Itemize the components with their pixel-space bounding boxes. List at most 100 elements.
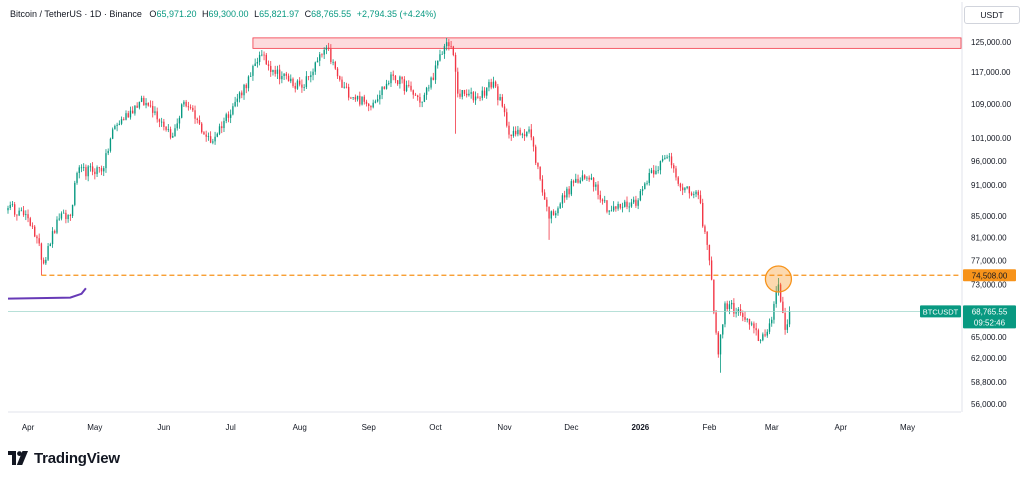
x-tick-label: Apr [835,423,848,432]
candle [521,132,524,139]
candle [91,162,94,176]
candle [285,71,288,80]
candle-body [225,114,227,121]
candle-body [548,206,550,219]
x-tick-label: Dec [564,423,578,432]
candle-body [690,193,693,196]
x-tick-label: Jul [226,423,236,432]
candle-body [519,129,521,135]
candle-body [679,183,682,188]
candle-body [192,107,194,111]
candle [650,167,653,174]
candle [601,198,604,205]
candle-body [621,206,624,208]
candle-body [314,62,316,72]
candle [283,73,285,80]
candle-body [194,110,196,119]
candle-body [421,101,423,103]
tradingview-logo[interactable]: TradingView [8,448,120,468]
candle-body [156,111,158,120]
candle [347,83,350,101]
candle-body [733,302,735,314]
candle-body [599,194,601,200]
candle-body [243,84,245,96]
candle-body [468,93,470,96]
candle [668,153,671,162]
candle-body [103,168,105,172]
candle [207,132,210,141]
candle-body [127,113,129,118]
candle-body [686,186,688,189]
candle [381,85,383,100]
candle-body [675,168,677,178]
candle [325,45,328,55]
candle [552,209,555,216]
candle-body [561,195,564,204]
candle-body [305,76,308,88]
candle-body [114,125,116,130]
candle-body [410,85,412,91]
candle [646,180,648,186]
candle [252,64,254,81]
currency-button[interactable]: USDT [964,6,1020,24]
candle [655,165,657,175]
candle-body [617,203,619,209]
candle-body [325,47,328,50]
candle [443,43,446,59]
candle [187,101,190,111]
candle [621,202,624,213]
candle [201,122,203,134]
candle-body [205,134,207,137]
candle [361,96,363,106]
candle [31,222,34,230]
candle [383,85,385,90]
candle [503,103,506,117]
candle-body [165,126,167,130]
candle [577,174,579,184]
candle [641,186,644,196]
candle-body [307,76,310,78]
candle [356,95,359,102]
candle [510,134,512,141]
candle-body [423,94,426,102]
candle [586,176,588,181]
candle [74,180,76,207]
candle [392,70,394,81]
candle-body [681,187,684,191]
candle-body [341,79,343,88]
candle-body [98,167,100,169]
candle [408,80,410,88]
candle-body [425,87,428,95]
candle-body [670,156,673,166]
y-tick-label: 62,000.00 [971,354,1007,363]
candle-body [755,328,757,331]
candle-body [254,63,256,67]
candle-body [83,167,85,168]
candle [388,80,390,86]
symbol-title[interactable]: Bitcoin / TetherUS · 1D · Binance [10,9,142,19]
y-tick-label: 58,800.00 [971,378,1007,387]
close-label: C [304,9,312,19]
candle [768,318,771,335]
candle [198,115,201,125]
candle [759,339,762,344]
candle-body [354,97,357,100]
candle [143,95,145,106]
candle [543,189,546,200]
candle [690,191,693,197]
y-tick-label: 56,000.00 [971,400,1007,409]
candle [365,99,368,107]
candle [54,229,56,234]
resistance-zone [252,37,962,49]
y-tick-label: 65,000.00 [971,333,1007,342]
candle [472,91,475,103]
candle [695,190,697,198]
candle-body [510,134,512,136]
candle [69,213,72,221]
candle-body [624,201,626,207]
candle [56,216,58,235]
candle [679,182,682,192]
candle [486,87,488,99]
candle-body [172,135,174,138]
